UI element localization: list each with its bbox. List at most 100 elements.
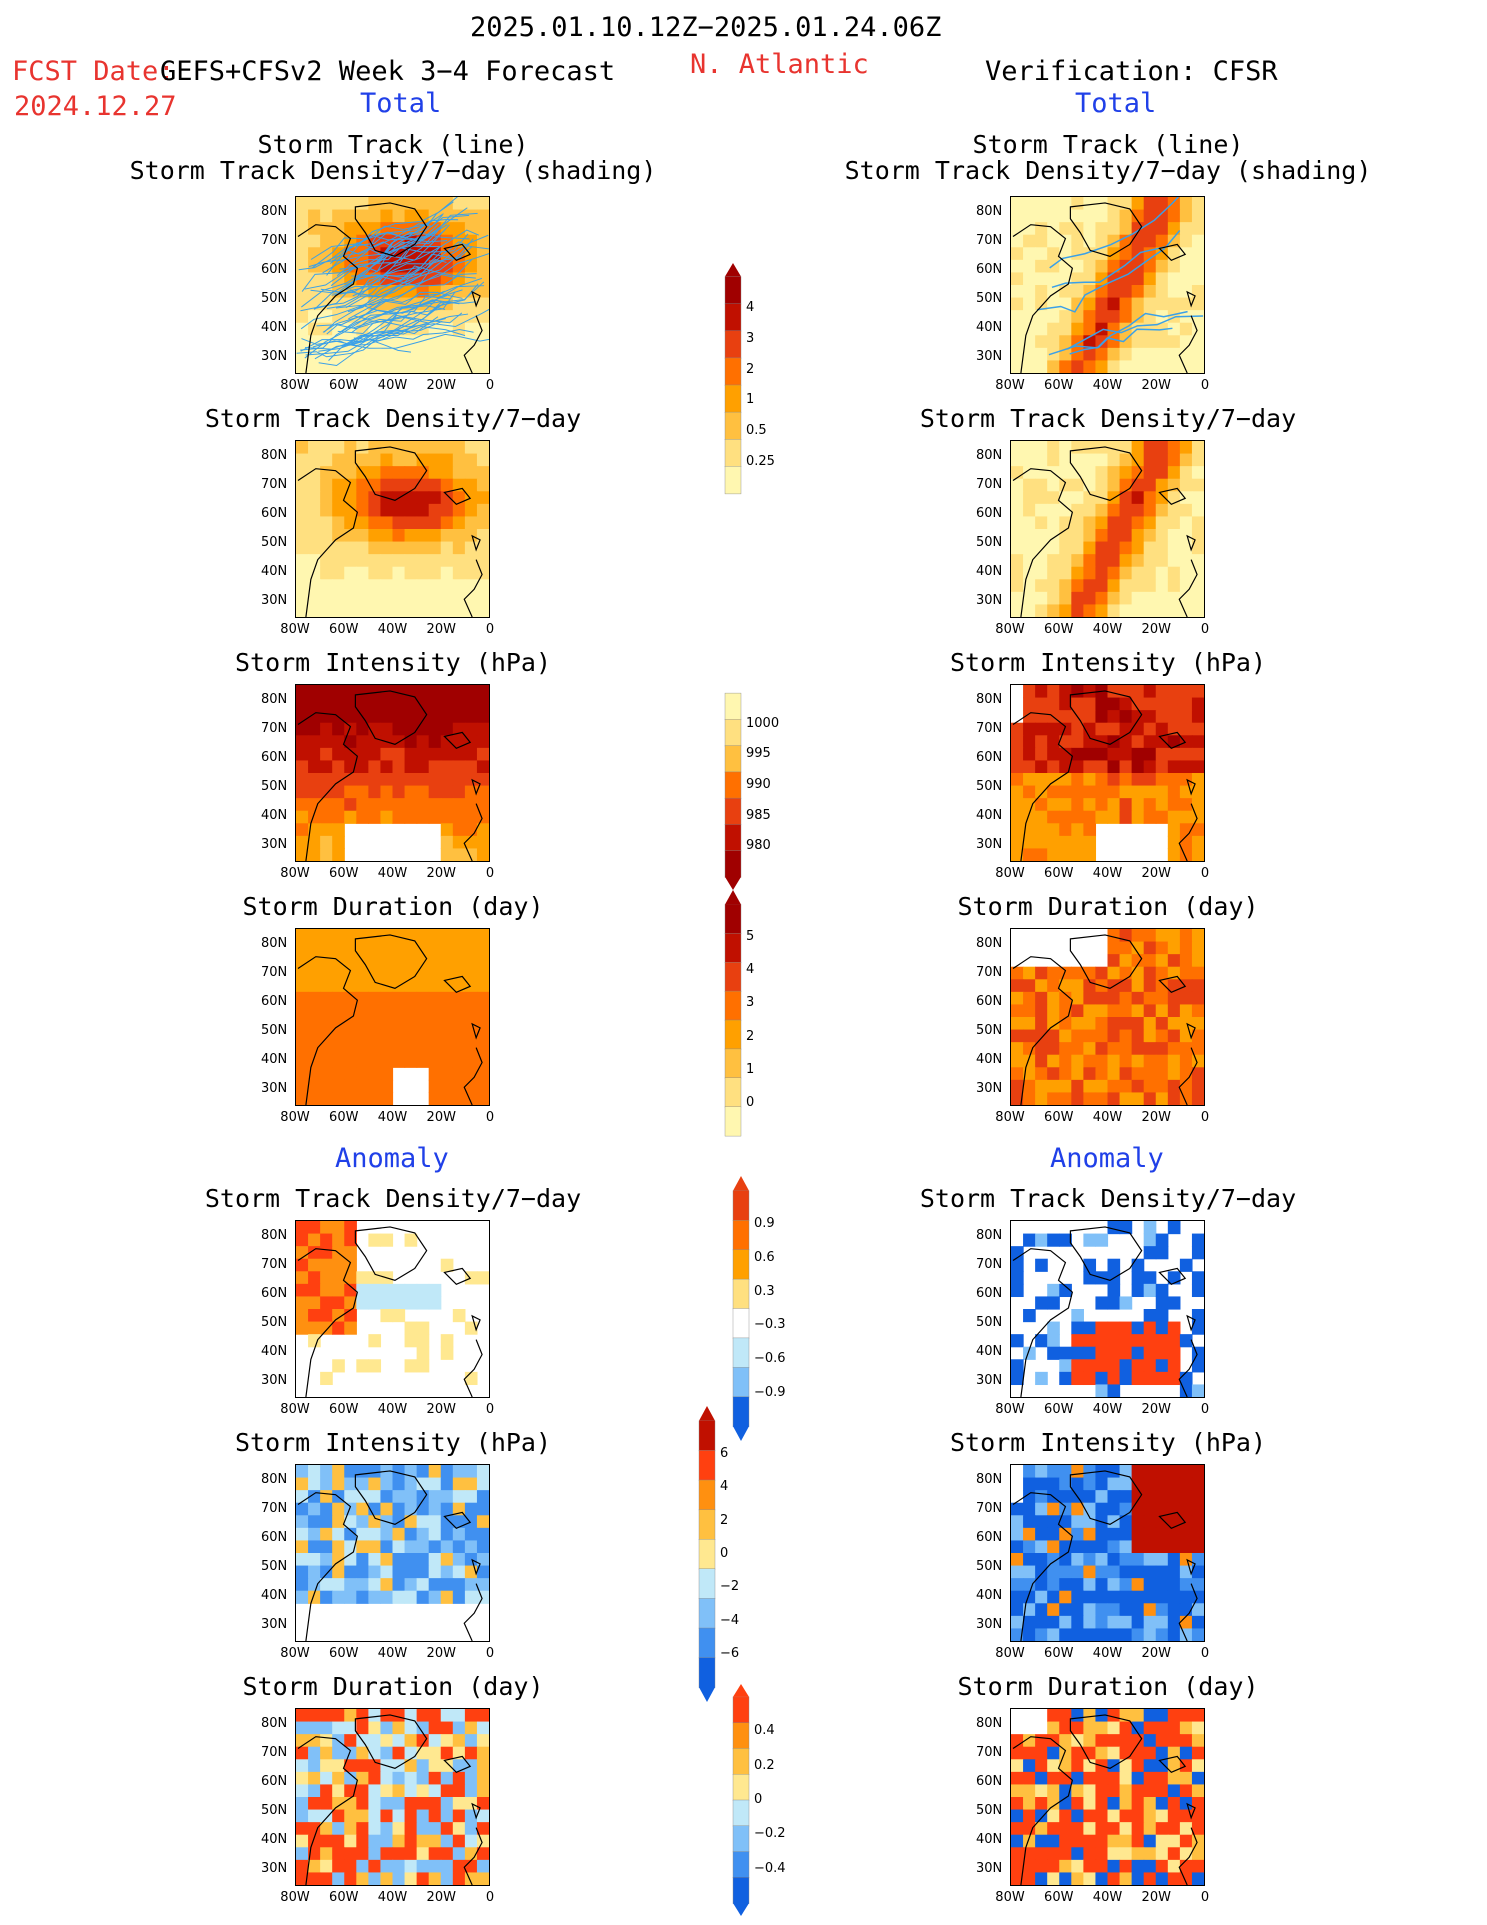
grid-cell	[296, 1309, 309, 1323]
grid-cell	[320, 1540, 333, 1554]
grid-cell	[1083, 1067, 1097, 1081]
grid-cell	[404, 735, 418, 749]
grid-cell	[1107, 1321, 1121, 1335]
grid-cell	[1071, 1771, 1084, 1786]
grid-cell	[476, 1578, 489, 1592]
grid-cell	[1191, 1321, 1204, 1335]
grid-cell	[1131, 966, 1145, 980]
grid-cell	[296, 209, 309, 223]
grid-cell	[392, 1309, 406, 1323]
grid-cell	[1191, 1233, 1204, 1247]
grid-cell	[464, 466, 478, 480]
grid-cell	[440, 478, 454, 492]
grid-cell	[1191, 285, 1204, 299]
forecast-duration-anomaly-field	[296, 1709, 489, 1885]
grid-cell	[332, 1709, 345, 1723]
grid-cell	[404, 1759, 418, 1773]
grid-cell	[308, 735, 321, 749]
grid-cell	[332, 1017, 345, 1031]
grid-cell	[1179, 1490, 1193, 1504]
coastline	[471, 1802, 481, 1820]
lat-tick-label: 30N	[261, 349, 288, 364]
grid-cell	[1095, 541, 1109, 555]
grid-cell	[356, 1759, 369, 1773]
grid-cell	[320, 1515, 333, 1529]
grid-cell	[1179, 1834, 1193, 1848]
grid-cell	[428, 541, 442, 555]
grid-cell	[1119, 1054, 1133, 1068]
grid-cell	[1179, 453, 1193, 467]
grid-cell	[356, 1527, 369, 1542]
grid-cell	[1155, 566, 1169, 580]
grid-cell	[1035, 1067, 1048, 1081]
grid-cell	[1047, 1283, 1060, 1298]
grid-cell	[1035, 1092, 1048, 1105]
grid-cell	[416, 1553, 430, 1567]
lat-tick-label: 80N	[976, 1472, 1003, 1487]
grid-cell	[1023, 591, 1036, 606]
grid-cell	[1155, 1067, 1169, 1081]
grid-cell	[1071, 697, 1084, 711]
forecast-duration-field	[296, 929, 489, 1105]
grid-cell	[416, 516, 430, 530]
grid-cell	[308, 1477, 321, 1491]
grid-cell	[1107, 954, 1121, 968]
grid-cell	[416, 929, 430, 943]
grid-cell	[296, 929, 309, 943]
grid-cell	[1167, 1092, 1181, 1105]
grid-cell	[1023, 604, 1036, 617]
grid-cell	[1059, 453, 1072, 467]
grid-cell	[428, 529, 442, 543]
grid-cell	[392, 1296, 406, 1310]
grid-cell	[344, 735, 357, 749]
grid-cell	[1155, 1759, 1169, 1773]
grid-cell	[392, 478, 406, 492]
grid-cell	[344, 1872, 357, 1885]
grid-cell	[392, 541, 406, 555]
grid-cell	[404, 516, 418, 530]
grid-cell	[368, 991, 382, 1006]
lon-tick-label: 60W	[329, 378, 359, 393]
grid-cell	[416, 1859, 430, 1874]
grid-cell	[428, 360, 442, 373]
lon-tick-label: 80W	[995, 378, 1025, 393]
grid-cell	[1191, 1384, 1204, 1397]
grid-cell	[1179, 272, 1193, 286]
storm-track-line	[345, 246, 473, 309]
anomaly-right-label: Anomaly	[1050, 1143, 1164, 1174]
grid-cell	[1143, 1834, 1157, 1848]
grid-cell	[1011, 1628, 1024, 1641]
grid-cell	[452, 453, 466, 467]
grid-cell	[356, 773, 369, 787]
grid-cell	[1059, 1721, 1072, 1735]
colorbar-swatch	[732, 1722, 750, 1750]
grid-cell	[1059, 1709, 1072, 1723]
grid-cell	[1179, 697, 1193, 711]
grid-cell	[1011, 503, 1024, 518]
lon-tick-label: 80W	[995, 1646, 1025, 1661]
grid-cell	[368, 1847, 382, 1861]
lon-tick-label: 60W	[1044, 1890, 1074, 1905]
grid-cell	[1167, 1734, 1181, 1748]
grid-cell	[332, 941, 345, 955]
grid-cell	[356, 1565, 369, 1579]
storm-track-line	[1036, 247, 1166, 313]
grid-cell	[296, 579, 309, 593]
grid-cell	[308, 604, 321, 617]
grid-cell	[332, 1515, 345, 1529]
storm-track-line	[318, 289, 463, 352]
grid-cell	[440, 798, 454, 812]
grid-cell	[308, 760, 321, 774]
grid-cell	[1167, 516, 1181, 530]
grid-cell	[1131, 347, 1145, 362]
grid-cell	[1023, 1029, 1036, 1043]
grid-cell	[308, 1540, 321, 1554]
coastline	[297, 956, 359, 1105]
grid-cell	[1191, 1859, 1204, 1874]
grid-cell	[1023, 1465, 1036, 1479]
grid-cell	[428, 810, 442, 824]
grid-cell	[476, 297, 489, 311]
grid-cell	[320, 234, 333, 248]
grid-cell	[296, 1565, 309, 1579]
colorbar-swatch	[724, 1106, 742, 1137]
